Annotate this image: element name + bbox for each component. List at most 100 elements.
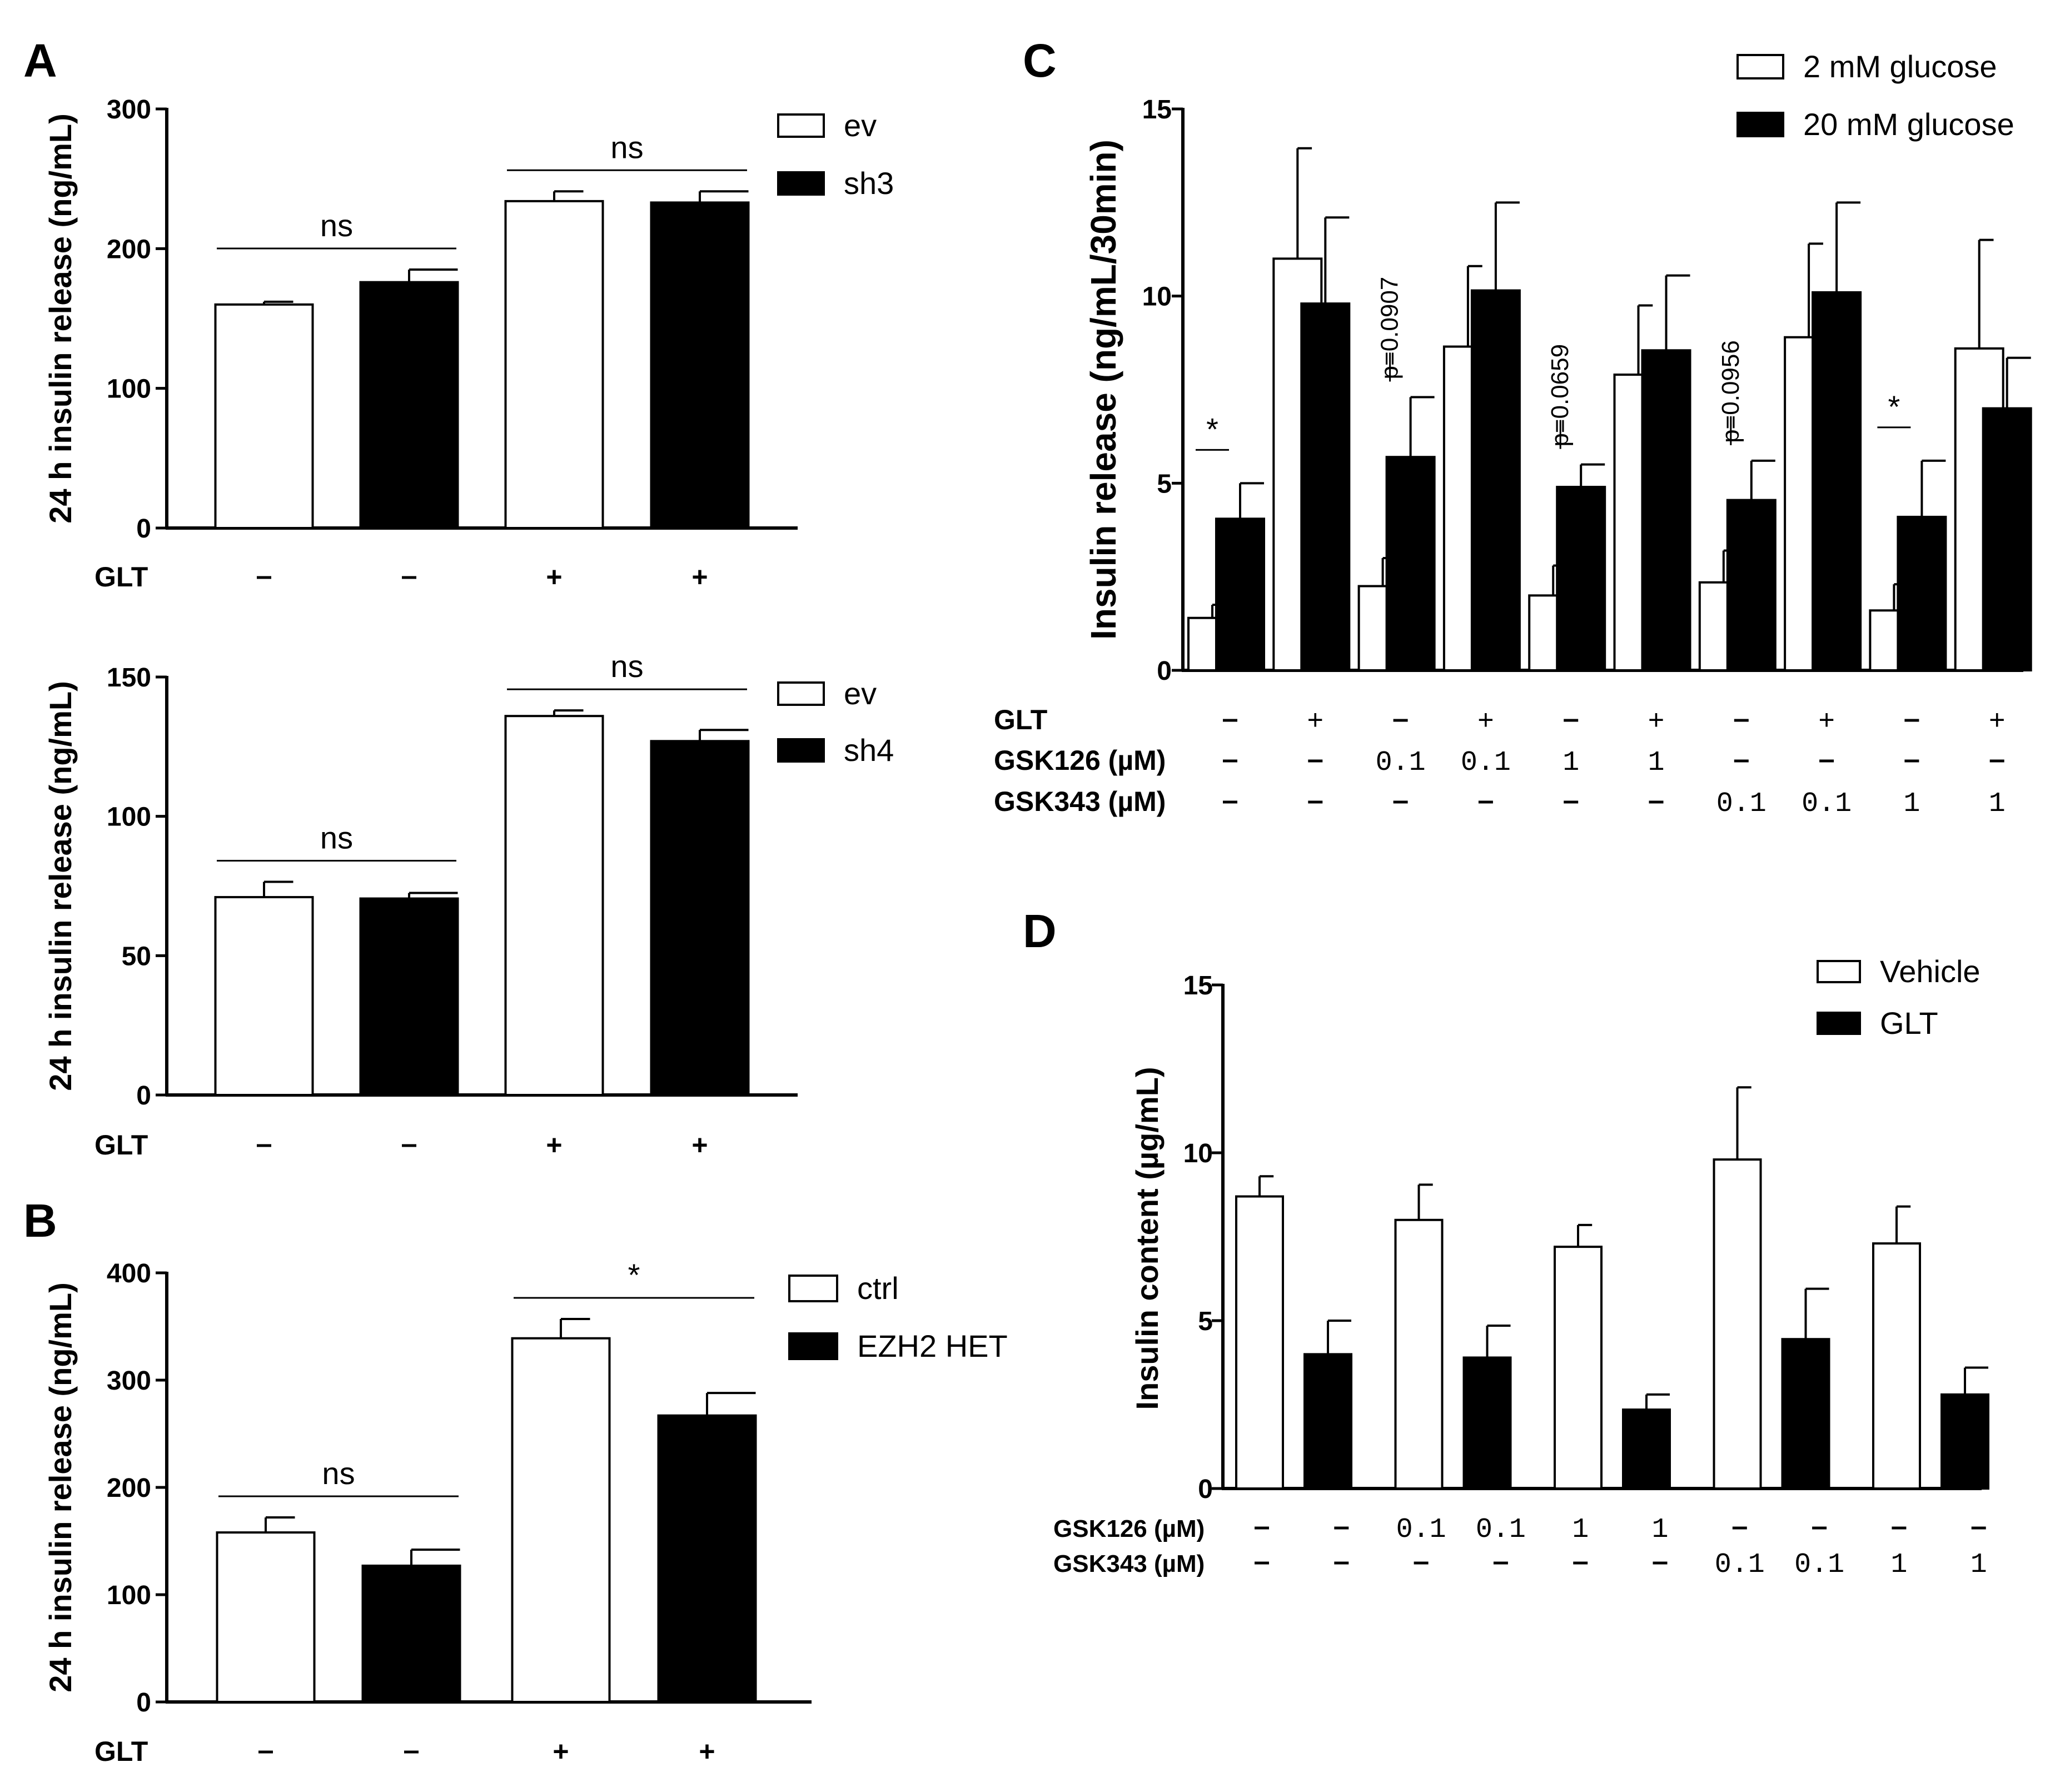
condition-value: 1 bbox=[1989, 788, 2006, 820]
bar bbox=[1622, 1408, 1671, 1490]
significance-label: ns bbox=[322, 1456, 355, 1491]
condition-value: + bbox=[1818, 706, 1835, 738]
condition-value: + bbox=[1307, 706, 1323, 738]
condition-row-label: GSK126 (µM) bbox=[994, 745, 1166, 776]
y-axis-label: Insulin content (µg/mL) bbox=[1129, 1067, 1165, 1410]
condition-value: + bbox=[1989, 706, 2006, 738]
panel-label-d: D bbox=[1023, 905, 1057, 957]
significance-label: * bbox=[1206, 411, 1218, 446]
y-tick-label: 5 bbox=[1157, 469, 1172, 499]
panel-label-b: B bbox=[23, 1194, 57, 1247]
bar bbox=[1303, 1353, 1352, 1490]
condition-value: 0.1 bbox=[1376, 747, 1426, 779]
bar bbox=[214, 303, 314, 529]
legend-entry: sh3 bbox=[844, 166, 894, 201]
y-tick-label: 10 bbox=[1183, 1139, 1213, 1168]
y-tick-label: 0 bbox=[136, 514, 151, 544]
condition-value: + bbox=[699, 1736, 715, 1767]
bar bbox=[657, 1414, 757, 1703]
legend-swatch bbox=[1736, 112, 1784, 137]
y-tick-label: 300 bbox=[107, 1366, 151, 1396]
condition-value: 1 bbox=[1563, 747, 1579, 779]
y-tick-label: 15 bbox=[1183, 971, 1213, 1000]
bar bbox=[1713, 1158, 1762, 1490]
bar bbox=[1470, 289, 1521, 671]
bar bbox=[1872, 1242, 1921, 1490]
significance-label: * bbox=[1888, 389, 1900, 424]
condition-value: 0.1 bbox=[1396, 1514, 1446, 1546]
bar bbox=[1235, 1195, 1284, 1490]
legend-entry: EZH2 HET bbox=[857, 1328, 1008, 1363]
bar bbox=[216, 1531, 316, 1704]
bar bbox=[1982, 407, 2032, 672]
y-tick-label: 0 bbox=[136, 1688, 151, 1718]
bar bbox=[359, 897, 459, 1097]
legend-swatch bbox=[777, 113, 825, 138]
bar bbox=[1812, 291, 1862, 671]
y-tick-label: 100 bbox=[107, 375, 151, 404]
condition-value: 1 bbox=[1651, 1514, 1668, 1546]
pvalue-label: p=0.0956 bbox=[1717, 340, 1744, 443]
bar bbox=[214, 896, 314, 1096]
significance-label: ns bbox=[320, 820, 353, 855]
bar bbox=[1394, 1218, 1444, 1490]
bar bbox=[650, 740, 750, 1096]
y-tick-label: 200 bbox=[107, 1474, 151, 1503]
panel-label-c: C bbox=[1023, 34, 1057, 87]
legend-swatch bbox=[788, 1275, 838, 1302]
legend-entry: GLT bbox=[1880, 1005, 1938, 1041]
legend-entry: Vehicle bbox=[1880, 954, 1981, 989]
legend-swatch bbox=[777, 681, 825, 706]
legend-swatch bbox=[1817, 1012, 1861, 1035]
bar bbox=[1300, 302, 1351, 671]
y-tick-label: 0 bbox=[136, 1081, 151, 1111]
legend-entry: 20 mM glucose bbox=[1803, 107, 2014, 142]
legend-entry: sh4 bbox=[844, 733, 894, 768]
condition-value: + bbox=[553, 1736, 569, 1767]
legend-entry: ev bbox=[844, 108, 877, 143]
legend-swatch bbox=[1736, 54, 1784, 79]
bar bbox=[1556, 486, 1606, 671]
condition-value: 0.1 bbox=[1802, 788, 1852, 820]
condition-value: 1 bbox=[1903, 788, 1920, 820]
y-tick-label: 400 bbox=[107, 1259, 151, 1288]
condition-value: 0.1 bbox=[1794, 1549, 1844, 1581]
condition-row-label: GSK343 (µM) bbox=[1053, 1550, 1205, 1577]
condition-row-label: GSK343 (µM) bbox=[994, 786, 1166, 817]
significance-label: ns bbox=[610, 649, 643, 684]
bar bbox=[1940, 1393, 1989, 1490]
condition-row-label: GSK126 (µM) bbox=[1053, 1515, 1205, 1542]
y-tick-label: 0 bbox=[1198, 1475, 1213, 1504]
y-tick-label: 15 bbox=[1142, 95, 1172, 125]
condition-value: + bbox=[546, 561, 562, 593]
condition-value: + bbox=[691, 1129, 708, 1161]
legend-swatch bbox=[788, 1332, 838, 1360]
legend-entry: ev bbox=[844, 676, 877, 711]
pvalue-label: p=0.0907 bbox=[1376, 277, 1404, 380]
bar bbox=[504, 200, 604, 529]
significance-label: * bbox=[628, 1257, 640, 1292]
bar bbox=[1781, 1338, 1830, 1490]
condition-row-label: GLT bbox=[94, 1736, 148, 1767]
condition-row-label: GLT bbox=[94, 1129, 148, 1161]
y-axis-label: Insulin release (ng/mL/30min) bbox=[1083, 140, 1123, 640]
bar bbox=[1726, 499, 1777, 672]
y-tick-label: 200 bbox=[107, 235, 151, 264]
y-axis-label: 24 h insulin release (ng/mL) bbox=[43, 681, 78, 1091]
panel-label-a: A bbox=[23, 34, 57, 87]
y-tick-label: 100 bbox=[107, 1581, 151, 1610]
bar bbox=[511, 1337, 611, 1703]
condition-value: 1 bbox=[1971, 1549, 1987, 1581]
y-axis-label: 24 h insulin release (ng/mL) bbox=[43, 113, 78, 524]
bar bbox=[361, 1564, 461, 1703]
y-tick-label: 10 bbox=[1142, 282, 1172, 312]
y-tick-label: 300 bbox=[107, 95, 151, 125]
condition-value: + bbox=[1648, 706, 1664, 738]
bar bbox=[1462, 1356, 1512, 1490]
condition-value: 1 bbox=[1890, 1549, 1907, 1581]
condition-value: + bbox=[546, 1129, 562, 1161]
pvalue-label: p=0.0659 bbox=[1546, 344, 1574, 447]
bar bbox=[1641, 349, 1691, 671]
